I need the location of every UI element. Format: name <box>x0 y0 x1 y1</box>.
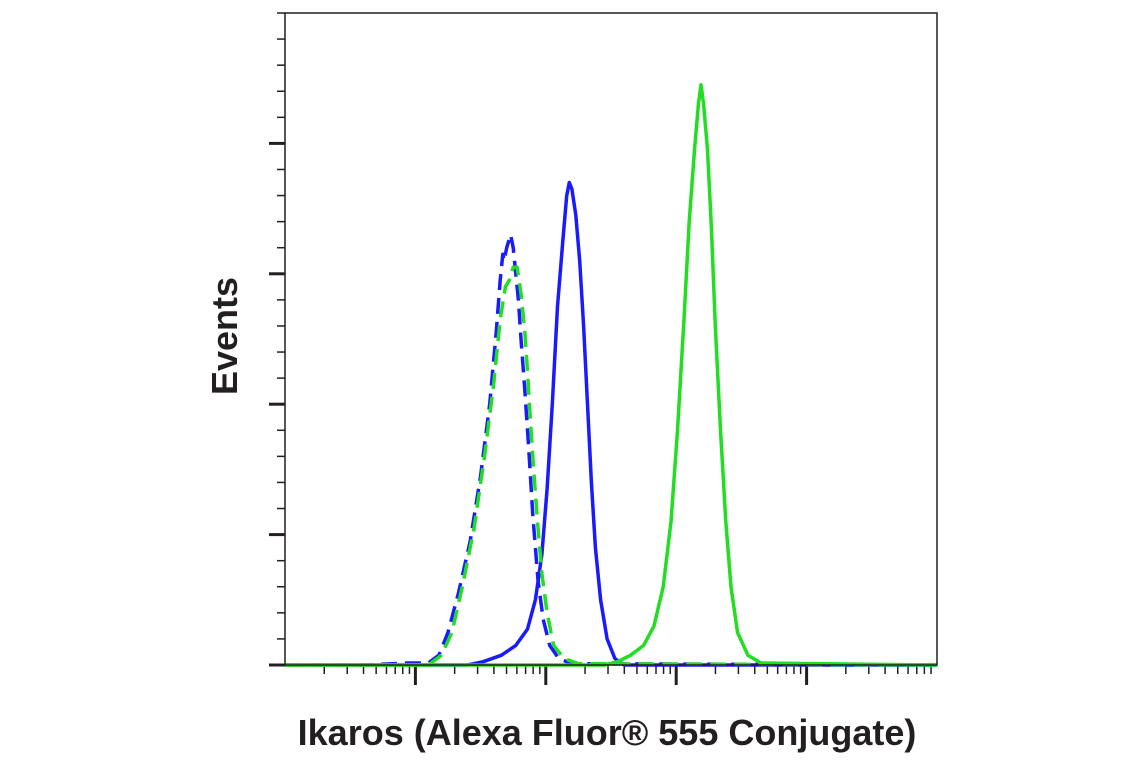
x-axis-title: Ikaros (Alexa Fluor® 555 Conjugate) <box>298 712 917 753</box>
series-line-3 <box>285 265 938 667</box>
y-axis-title: Events <box>204 277 245 395</box>
series-layer <box>285 82 938 667</box>
series-line-4 <box>285 82 938 667</box>
plot-frame <box>284 12 938 666</box>
y-axis-ticks <box>269 12 285 667</box>
series-line-2 <box>285 232 938 667</box>
series-line-1 <box>285 180 937 667</box>
x-axis-ticks <box>323 665 932 685</box>
